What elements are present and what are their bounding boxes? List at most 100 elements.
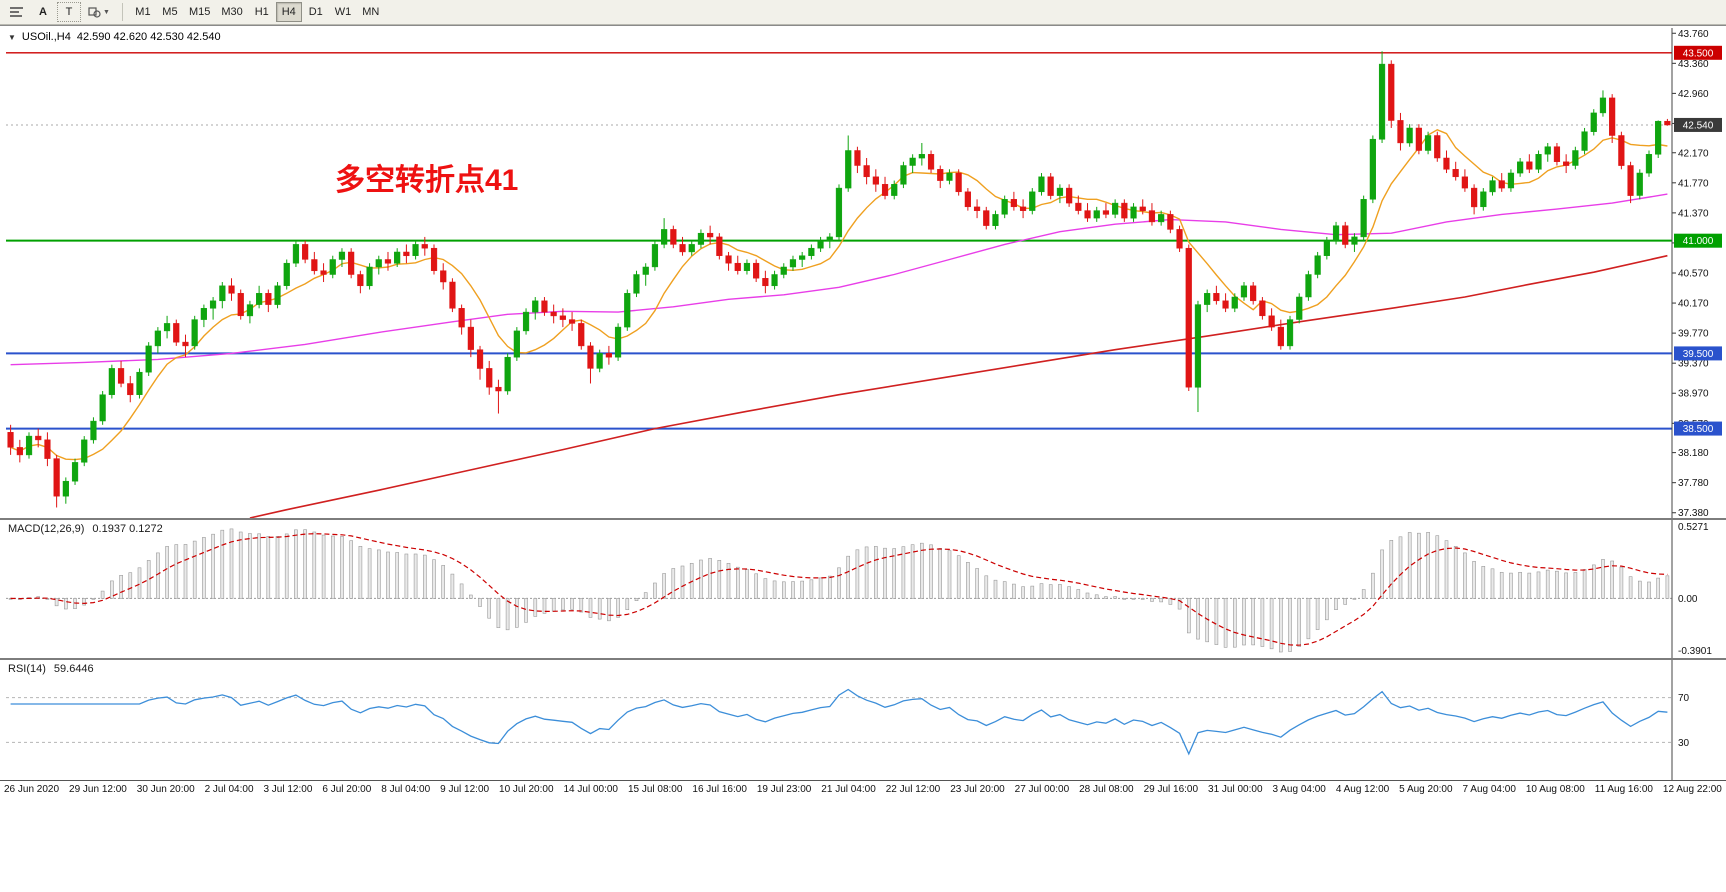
time-label: 2 Jul 04:00: [204, 784, 254, 795]
macd-label: MACD(12,26,9) 0.1937 0.1272: [8, 523, 163, 535]
ma-slow-line: [249, 254, 1668, 518]
price-badge: [1674, 45, 1722, 60]
time-label: 29 Jun 12:00: [69, 784, 127, 795]
timeframe-m5-button[interactable]: M5: [157, 2, 183, 22]
time-label: 27 Jul 00:00: [1014, 784, 1070, 795]
textbox-tool-button[interactable]: T: [57, 2, 81, 22]
svg-text:43.360: 43.360: [1678, 59, 1709, 70]
price-badge: [1674, 117, 1722, 132]
timeframe-m1-button[interactable]: M1: [130, 2, 156, 22]
chevron-down-icon: ▼: [103, 8, 110, 16]
svg-text:43.500: 43.500: [1683, 48, 1714, 59]
panel-splitter-rsi[interactable]: [0, 658, 1726, 660]
time-label: 3 Aug 04:00: [1272, 784, 1326, 795]
rsi-label: RSI(14) 59.6446: [8, 663, 94, 675]
rsi-panel[interactable]: 70 30: [0, 660, 1726, 780]
svg-text:70: 70: [1678, 693, 1690, 704]
time-label: 14 Jul 00:00: [563, 784, 618, 795]
time-label: 9 Jul 12:00: [440, 784, 490, 795]
svg-text:37.780: 37.780: [1678, 478, 1709, 489]
ohlc-values: 42.590 42.620 42.530 42.540: [76, 31, 221, 43]
price-badge: [1674, 421, 1722, 436]
time-label: 23 Jul 20:00: [950, 784, 1005, 795]
line-studies-icon[interactable]: [4, 2, 29, 22]
time-label: 30 Jun 20:00: [136, 784, 195, 795]
time-label: 15 Jul 08:00: [627, 784, 683, 795]
main-price-chart[interactable]: 43.76043.36042.96042.56042.17041.77041.3…: [0, 28, 1726, 518]
text-tool-button[interactable]: A: [31, 2, 55, 22]
svg-text:39.370: 39.370: [1678, 359, 1709, 370]
time-label: 16 Jul 16:00: [692, 784, 747, 795]
toolbar-separator: [121, 3, 123, 21]
chart-toolbar: A T ▼ M1 M5 M15 M30 H1 H4 D1 W1 MN: [0, 0, 1726, 25]
svg-text:38.180: 38.180: [1678, 448, 1709, 459]
svg-text:42.960: 42.960: [1678, 89, 1709, 100]
annotation-text: 多空转折点41: [335, 164, 518, 197]
macd-name: MACD(12,26,9): [8, 523, 85, 535]
time-label: 7 Aug 04:00: [1462, 784, 1516, 795]
time-label: 22 Jul 12:00: [885, 784, 941, 795]
svg-text:41.370: 41.370: [1678, 208, 1709, 219]
time-label: 8 Jul 04:00: [381, 784, 431, 795]
svg-text:40.170: 40.170: [1678, 299, 1709, 310]
svg-text:-0.3901: -0.3901: [1678, 646, 1712, 657]
textbox-tool-label: T: [65, 6, 73, 18]
svg-text:38.500: 38.500: [1683, 424, 1714, 435]
text-tool-label: A: [39, 6, 47, 18]
timeframe-h4-button[interactable]: H4: [275, 2, 302, 22]
svg-text:39.770: 39.770: [1678, 329, 1709, 340]
macd-signal-line: [10, 533, 1668, 646]
macd-panel[interactable]: 0.5271 0.00 -0.3901: [0, 520, 1726, 658]
time-label: 21 Jul 04:00: [821, 784, 876, 795]
rsi-line: [10, 688, 1668, 756]
time-label: 31 Jul 00:00: [1208, 784, 1263, 795]
time-label: 19 Jul 23:00: [756, 784, 812, 795]
shapes-dropdown-button[interactable]: ▼: [83, 2, 115, 22]
svg-text:0.00: 0.00: [1678, 594, 1698, 605]
ma-mid-line: [10, 193, 1668, 366]
time-axis[interactable]: 26 Jun 2020 29 Jun 12:00 30 Jun 20:00 2 Jul…: [0, 780, 1726, 800]
svg-text:42.540: 42.540: [1683, 120, 1714, 131]
timeframe-d1-button[interactable]: D1: [303, 2, 329, 22]
time-label: 3 Jul 12:00: [263, 784, 313, 795]
timeframe-mn-button[interactable]: MN: [357, 2, 384, 22]
time-label: 10 Jul 20:00: [499, 784, 554, 795]
svg-text:42.170: 42.170: [1678, 148, 1709, 159]
rsi-value: 59.6446: [53, 663, 94, 675]
svg-text:40.570: 40.570: [1678, 269, 1709, 280]
macd-histogram: [8, 528, 1670, 653]
chart-window: 43.76043.36042.96042.56042.17041.77041.3…: [0, 25, 1726, 892]
chart-symbol-header: ▼ USOil.,H4 42.590 42.620 42.530 42.540: [8, 31, 221, 43]
timeframe-h1-button[interactable]: H1: [249, 2, 275, 22]
time-label: 12 Aug 22:00: [1662, 784, 1722, 795]
time-label: 10 Aug 08:00: [1525, 784, 1585, 795]
svg-text:0.5271: 0.5271: [1678, 522, 1709, 533]
ma-fast-line: [10, 129, 1668, 461]
lines-icon: [10, 6, 23, 17]
candles: [7, 51, 1671, 508]
timeframe-group: M1 M5 M15 M30 H1 H4 D1 W1 MN: [130, 2, 384, 22]
svg-text:39.500: 39.500: [1683, 349, 1714, 360]
shapes-icon: [88, 7, 101, 18]
time-label: 11 Aug 16:00: [1594, 784, 1653, 795]
svg-text:41.000: 41.000: [1683, 236, 1714, 247]
svg-text:37.380: 37.380: [1678, 508, 1709, 518]
svg-text:41.770: 41.770: [1678, 178, 1709, 189]
svg-text:30: 30: [1678, 738, 1690, 749]
collapse-triangle-icon[interactable]: ▼: [8, 32, 16, 42]
timeframe-m15-button[interactable]: M15: [184, 2, 215, 22]
svg-text:43.760: 43.760: [1678, 29, 1709, 40]
timeframe-w1-button[interactable]: W1: [330, 2, 357, 22]
time-label: 4 Aug 12:00: [1335, 784, 1390, 795]
time-label: 6 Jul 20:00: [322, 784, 372, 795]
time-label: 5 Aug 20:00: [1399, 784, 1453, 795]
time-label: 26 Jun 2020: [4, 784, 60, 795]
symbol-label: USOil.,H4: [21, 31, 71, 43]
price-badge: [1674, 233, 1722, 248]
rsi-name: RSI(14): [8, 663, 46, 675]
panel-splitter-macd[interactable]: [0, 518, 1726, 520]
time-label: 29 Jul 16:00: [1143, 784, 1199, 795]
time-label: 28 Jul 08:00: [1079, 784, 1134, 795]
timeframe-m30-button[interactable]: M30: [216, 2, 247, 22]
price-badge: [1674, 346, 1722, 361]
